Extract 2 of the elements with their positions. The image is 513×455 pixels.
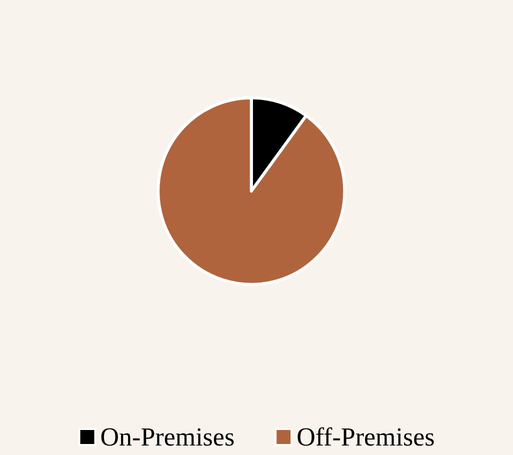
legend-label: On-Premises	[100, 422, 235, 452]
legend-label: Off-Premises	[296, 422, 435, 452]
